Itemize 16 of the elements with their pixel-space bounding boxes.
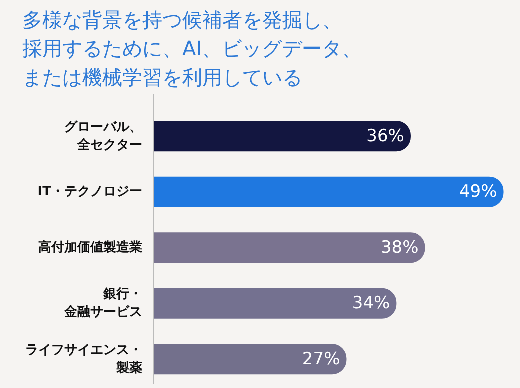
data-label: 36% — [366, 126, 404, 146]
data-label: 49% — [459, 182, 498, 202]
bar — [154, 176, 504, 208]
bar — [154, 121, 411, 152]
y-tick-label: グローバル、全セクター — [64, 120, 142, 153]
y-tick-label: 銀行・金融サービス — [64, 287, 142, 320]
data-label: 27% — [302, 349, 340, 370]
bar — [154, 344, 347, 375]
bar — [154, 232, 426, 264]
bar — [154, 288, 397, 319]
y-tick-label: ライフサイエンス・製薬 — [26, 342, 142, 376]
y-tick-label: 高付加価値製造業 — [38, 239, 142, 256]
chart-title: 多様な背景を持つ候補者を発掘し、採用するために、AI、ビッグデータ、または機械学習を利用している — [22, 8, 362, 90]
data-label: 38% — [380, 238, 419, 258]
data-label: 34% — [352, 294, 390, 314]
y-tick-label: IT・テクノロジー — [38, 184, 143, 200]
